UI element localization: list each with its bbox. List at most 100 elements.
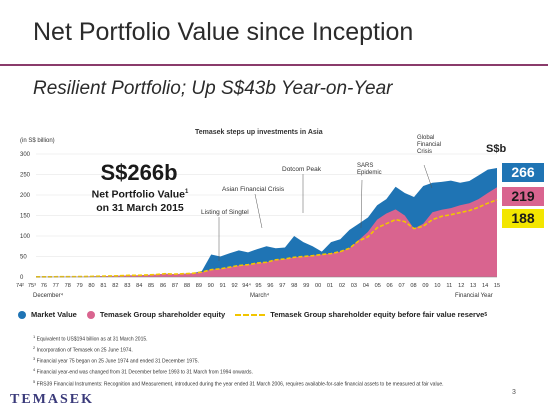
y-tick-label: 150	[20, 214, 31, 220]
x-tick-label: 85	[148, 283, 154, 289]
x-tick-label: 74²	[16, 283, 24, 289]
annotation-leader	[254, 193, 263, 229]
chart-annotation: Asian Financial Crisis	[222, 186, 285, 193]
title-divider	[0, 64, 548, 66]
footnote: 5 FRS39 Financial Instruments: Recogniti…	[33, 378, 503, 389]
callout-label: Net Portfolio Value1 on 31 March 2015	[60, 186, 220, 215]
x-tick-label: 08	[410, 283, 416, 289]
x-tick-label: 12	[458, 283, 464, 289]
legend-equity-before-label: Temasek Group shareholder equity before …	[270, 310, 485, 319]
x-tick-label: 76	[41, 283, 47, 289]
x-tick-label: 99	[303, 283, 309, 289]
x-tick-label: 92	[232, 283, 238, 289]
x-tick-label: 09	[422, 283, 428, 289]
chart-legend: Market Value Temasek Group shareholder e…	[18, 310, 497, 319]
y-tick-label: 0	[20, 275, 24, 281]
legend-equity-before-swatch	[235, 313, 266, 316]
x-tick-label: 06	[387, 283, 393, 289]
chart-annotation: Dotcom Peak	[282, 166, 322, 173]
x-tick-label: 03	[351, 283, 357, 289]
footnote-text: Incorporation of Temasek on 25 June 1974…	[36, 347, 133, 354]
equity-value-box: 219	[502, 187, 544, 206]
x-tick-label: 81	[100, 283, 106, 289]
x-tick-label: 95	[255, 283, 261, 289]
footnote-text: FRS39 Financial Instruments: Recognition…	[36, 381, 444, 388]
x-tick-label: 11	[446, 283, 452, 289]
x-tick-label: 91	[220, 283, 226, 289]
legend-market-value: Market Value	[18, 310, 77, 319]
chart-annotation: Listing of Singtel	[201, 209, 249, 216]
legend-market-value-swatch	[18, 310, 26, 319]
x-tick-label: 14	[482, 283, 488, 289]
x-tick-label: 80	[88, 283, 94, 289]
x-tick-label: 82	[112, 283, 118, 289]
footnotes: 1 Equivalent to US$194 billion as at 31 …	[33, 333, 503, 389]
x-tick-label: 04	[363, 283, 369, 289]
x-tick-label: 10	[434, 283, 440, 289]
legend-equity: Temasek Group shareholder equity	[86, 310, 225, 319]
x-tick-label: 77	[53, 283, 59, 289]
y-tick-label: 250	[20, 173, 31, 179]
callout-label-line2: on 31 March 2015	[96, 201, 184, 214]
equity-before-line	[35, 199, 498, 278]
x-tick-label: 15	[494, 283, 500, 289]
footnote-marker: 4	[33, 367, 36, 373]
x-tick-label: 96	[267, 283, 273, 289]
page-title: Net Portfolio Value since Inception	[33, 18, 414, 46]
footnote: 1 Equivalent to US$194 billion as at 31 …	[33, 333, 503, 344]
x-tick-label: 79	[77, 283, 83, 289]
x-tick-label: 90	[208, 283, 214, 289]
x-tick-label: 13	[470, 283, 476, 289]
chart-annotation: SARS Epidemic	[357, 163, 382, 176]
equity-before-value-box: 188	[502, 209, 544, 228]
legend-equity-before: Temasek Group shareholder equity before …	[235, 310, 487, 319]
x-tick-label: 98	[291, 283, 297, 289]
legend-market-value-label: Market Value	[31, 310, 77, 319]
chart-annotation: Global Financial Crisis	[417, 135, 441, 155]
footnote: 2 Incorporation of Temasek on 25 June 19…	[33, 344, 503, 355]
x-tick-label: 83	[124, 283, 130, 289]
x-tick-label: 97	[279, 283, 285, 289]
x-sublabel-right: Financial Year	[455, 293, 493, 299]
footnote-text: Equivalent to US$194 billion as at 31 Ma…	[36, 336, 148, 343]
footnote-marker: 2	[33, 345, 36, 351]
legend-equity-before-sup: 5	[484, 311, 488, 318]
chart-annotation: Temasek steps up investments in Asia	[195, 129, 323, 136]
unit-label: S$b	[486, 143, 507, 155]
x-tick-label: 02	[339, 283, 345, 289]
footnote-marker: 1	[33, 334, 36, 339]
callout-label-sup: 1	[185, 189, 189, 195]
y-tick-label: 200	[20, 193, 31, 199]
footnote-text: Financial year-end was changed from 31 D…	[36, 370, 253, 377]
y-axis-label: (in S$ billion)	[20, 138, 55, 144]
x-tick-label: 01	[327, 283, 333, 289]
page-subtitle: Resilient Portfolio; Up S$43b Year-on-Ye…	[33, 78, 393, 99]
callout-value: S$266b	[100, 160, 178, 185]
x-tick-label: 87	[172, 283, 178, 289]
x-sublabel-middle: March⁴	[250, 292, 270, 299]
footnote-marker: 3	[33, 356, 36, 362]
y-tick-label: 300	[20, 152, 31, 158]
x-tick-label: 07	[398, 283, 404, 289]
footnote: 3 Financial year 75 began on 25 June 197…	[33, 355, 503, 366]
y-tick-label: 50	[20, 255, 27, 261]
x-tick-label: 75³	[28, 283, 36, 289]
x-tick-label: 00	[315, 283, 321, 289]
annotation-leader	[423, 164, 433, 189]
footnote: 4 Financial year-end was changed from 31…	[33, 366, 503, 377]
x-tick-label: 86	[160, 283, 166, 289]
x-tick-label: 89	[196, 283, 202, 289]
x-tick-label: 84	[136, 283, 142, 289]
footnote-marker: 5	[33, 378, 36, 384]
x-sublabel-left: December⁴	[33, 292, 64, 299]
x-tick-label: 78	[65, 283, 71, 289]
equity-area	[36, 187, 497, 277]
legend-equity-swatch	[86, 310, 95, 319]
temasek-logo: TEMASEK	[10, 392, 95, 407]
x-tick-label: 88	[184, 283, 190, 289]
footnote-text: Financial year 75 began on 25 June 1974 …	[36, 358, 199, 365]
page-number: 3	[512, 389, 516, 396]
callout-label-line1: Net Portfolio Value	[91, 188, 185, 201]
annotation-leader	[360, 179, 363, 229]
